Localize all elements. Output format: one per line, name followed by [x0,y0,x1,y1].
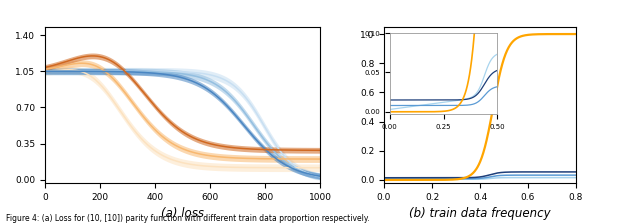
Text: Figure 4: (a) Loss for (10, [10]) parity function with different train data prop: Figure 4: (a) Loss for (10, [10]) parity… [6,214,370,223]
X-axis label: (a) loss: (a) loss [161,207,204,220]
X-axis label: (b) train data frequency: (b) train data frequency [409,207,551,220]
Legend: train, test, 0.2, 0.5, 0.8: train, test, 0.2, 0.5, 0.8 [417,25,470,106]
